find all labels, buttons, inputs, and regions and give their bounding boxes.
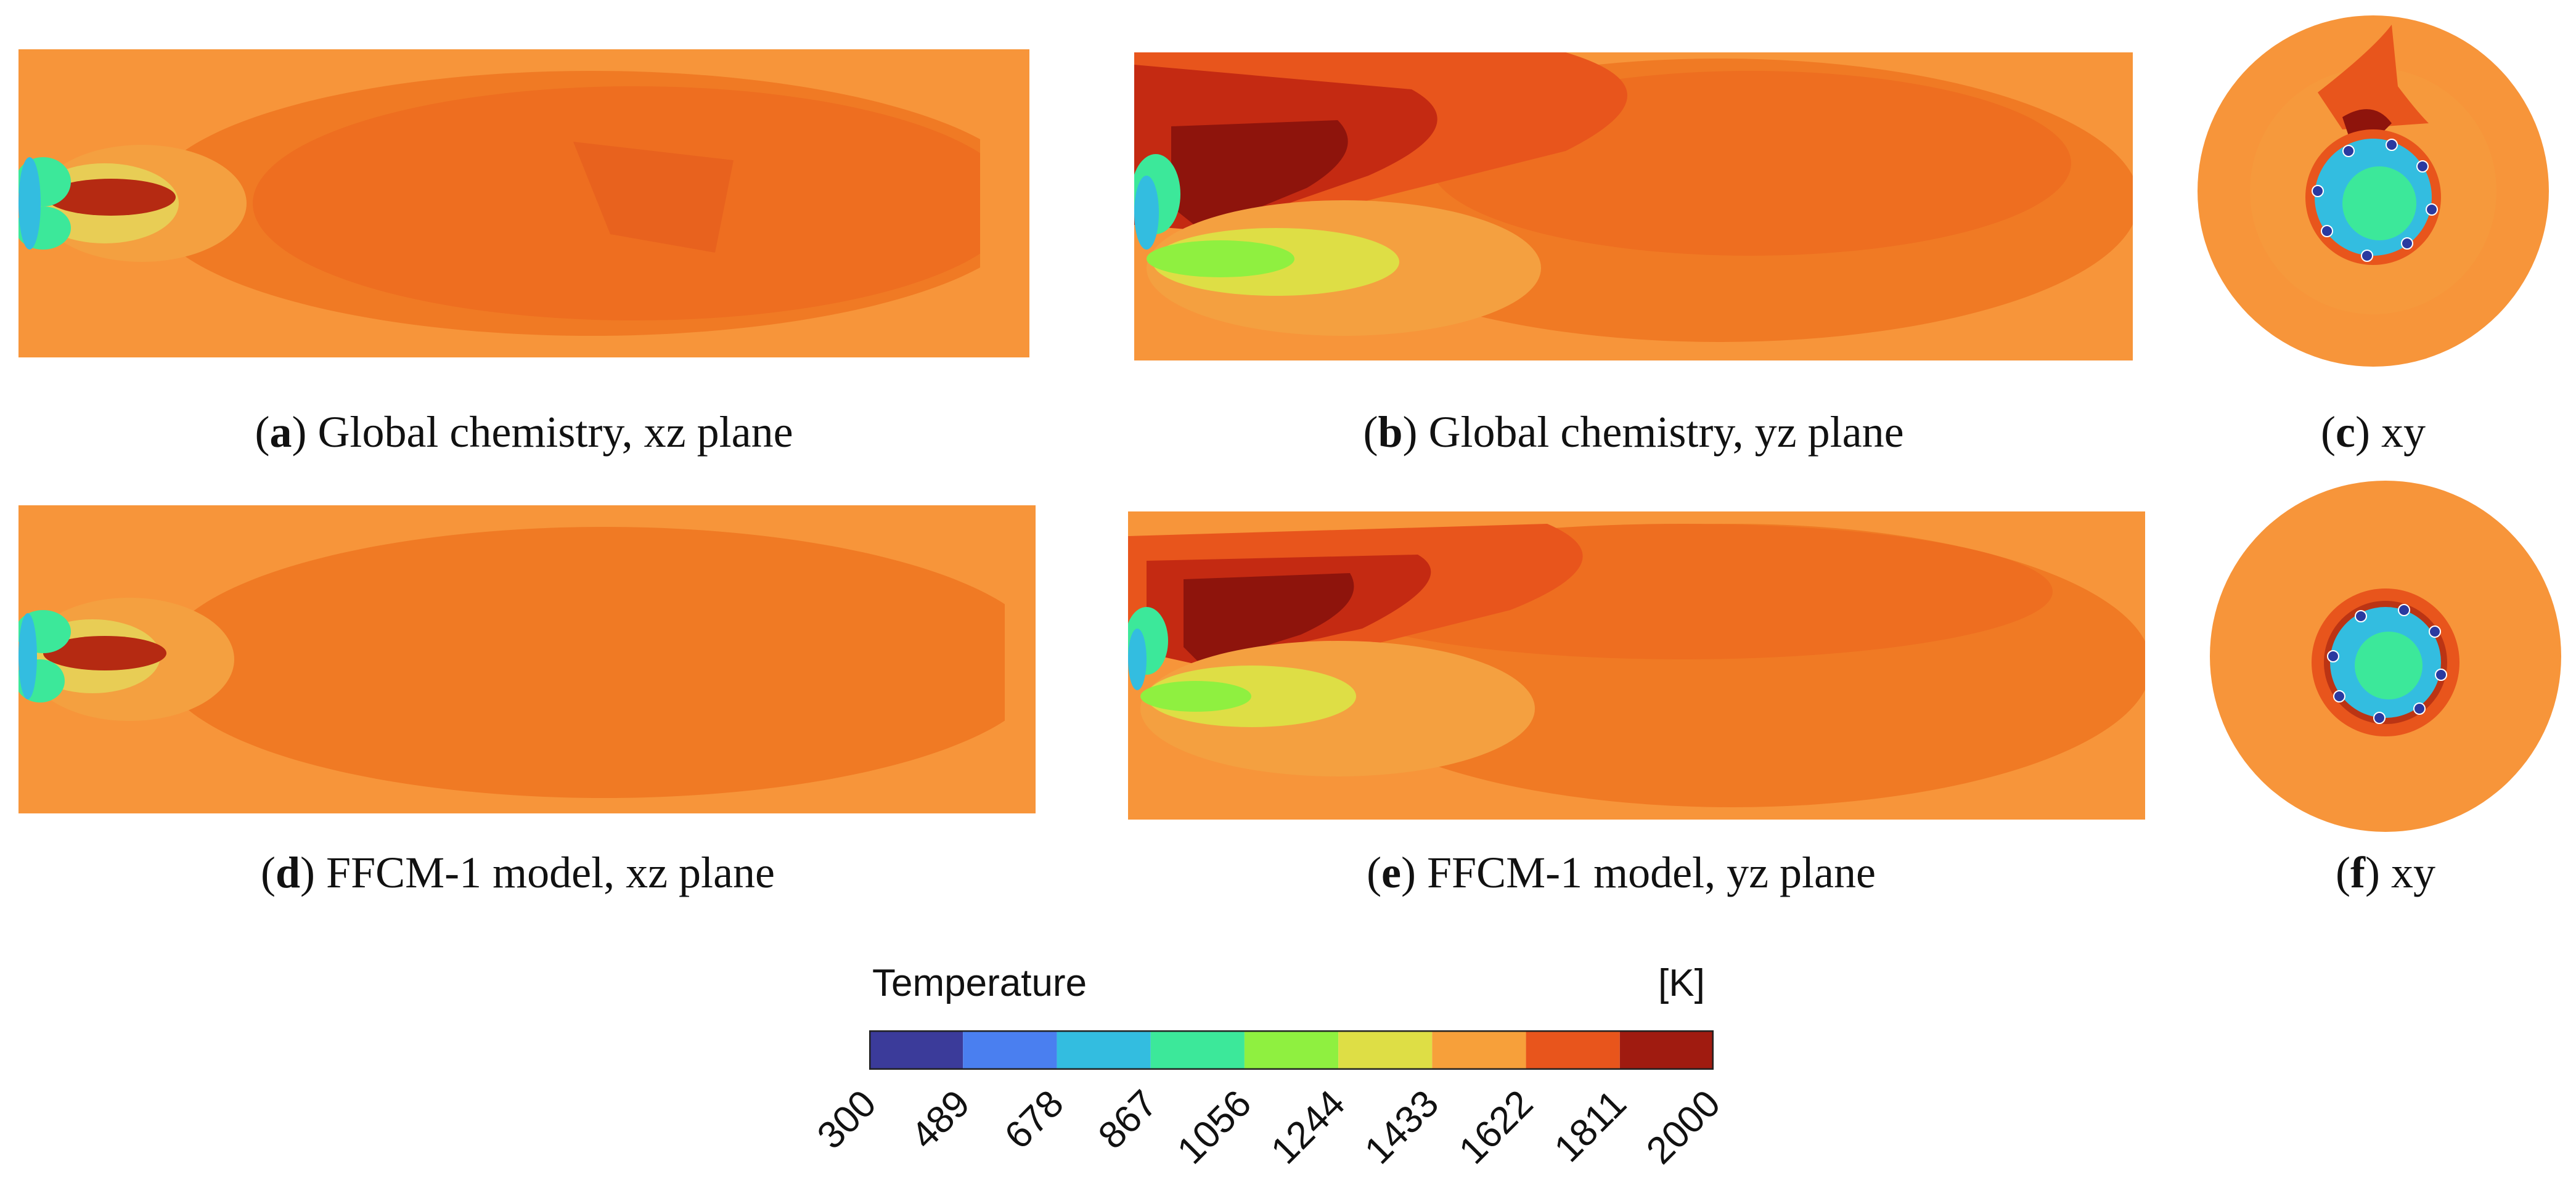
caption-text: ) Global chemistry, yz plane <box>1402 407 1904 457</box>
colorbar-tick-label: 1622 <box>1450 1082 1541 1173</box>
colorbar-segment <box>1244 1030 1339 1070</box>
caption-text: ) xy <box>2355 407 2426 457</box>
colorbar-segment <box>1432 1030 1526 1070</box>
panel-e-ffcm-yz <box>1128 511 2145 820</box>
colorbar-segment <box>1619 1030 1714 1070</box>
colorbar-tick-label: 300 <box>809 1082 885 1158</box>
colorbar-segment <box>869 1030 963 1070</box>
caption-letter: f <box>2350 848 2365 897</box>
caption-letter: a <box>269 407 292 457</box>
colorbar-tick-label: 489 <box>902 1082 978 1158</box>
caption-text: ) FFCM-1 model, xz plane <box>300 848 775 897</box>
colorbar-border <box>869 1030 1714 1070</box>
colorbar-segment <box>1150 1030 1245 1070</box>
caption-e: (e) FFCM-1 model, yz plane <box>1367 848 1876 897</box>
temperature-contour-a <box>18 49 1029 357</box>
colorbar-title: Temperature <box>872 962 1087 1004</box>
caption-text: ) xy <box>2365 848 2435 897</box>
colorbar-segment <box>963 1030 1057 1070</box>
caption-f: (f) xy <box>2336 848 2435 897</box>
caption-a: (a) Global chemistry, xz plane <box>255 407 793 457</box>
caption-text: ) FFCM-1 model, yz plane <box>1401 848 1876 897</box>
panel-a-global-xz <box>18 49 1029 357</box>
colorbar-tick-label: 1244 <box>1263 1082 1354 1173</box>
colorbar-segment <box>1526 1030 1620 1070</box>
caption-letter: b <box>1378 407 1403 457</box>
caption-b: (b) Global chemistry, yz plane <box>1363 407 1904 457</box>
caption-letter: c <box>2336 407 2355 457</box>
caption-d: (d) FFCM-1 model, xz plane <box>261 848 775 897</box>
colorbar-unit: [K] <box>1658 962 1705 1004</box>
panel-d-ffcm-xz <box>18 505 1036 813</box>
temperature-contour-c <box>2198 15 2549 367</box>
colorbar-tick-label: 1056 <box>1169 1082 1260 1173</box>
colorbar-segment <box>1338 1030 1433 1070</box>
caption-letter: e <box>1381 848 1402 897</box>
colorbar-tick-label: 1433 <box>1357 1082 1447 1173</box>
colorbar-tick-label: 678 <box>996 1082 1072 1158</box>
colorbar-tick-label: 1811 <box>1547 1082 1635 1171</box>
panel-f-xy <box>2207 478 2564 835</box>
colorbar <box>869 1030 1714 1070</box>
temperature-contour-b <box>1134 52 2133 360</box>
temperature-contour-f <box>2210 481 2561 832</box>
caption-c: (c) xy <box>2321 407 2426 457</box>
colorbar-segment <box>1057 1030 1151 1070</box>
colorbar-tick-label: 867 <box>1090 1082 1166 1158</box>
temperature-contour-d <box>18 505 1036 813</box>
caption-text: ) Global chemistry, xz plane <box>292 407 793 457</box>
panel-c-xy <box>2194 12 2552 370</box>
caption-letter: d <box>276 848 301 897</box>
panel-b-global-yz <box>1134 52 2133 360</box>
colorbar-tick-label: 2000 <box>1638 1082 1729 1173</box>
temperature-contour-e <box>1128 511 2145 820</box>
